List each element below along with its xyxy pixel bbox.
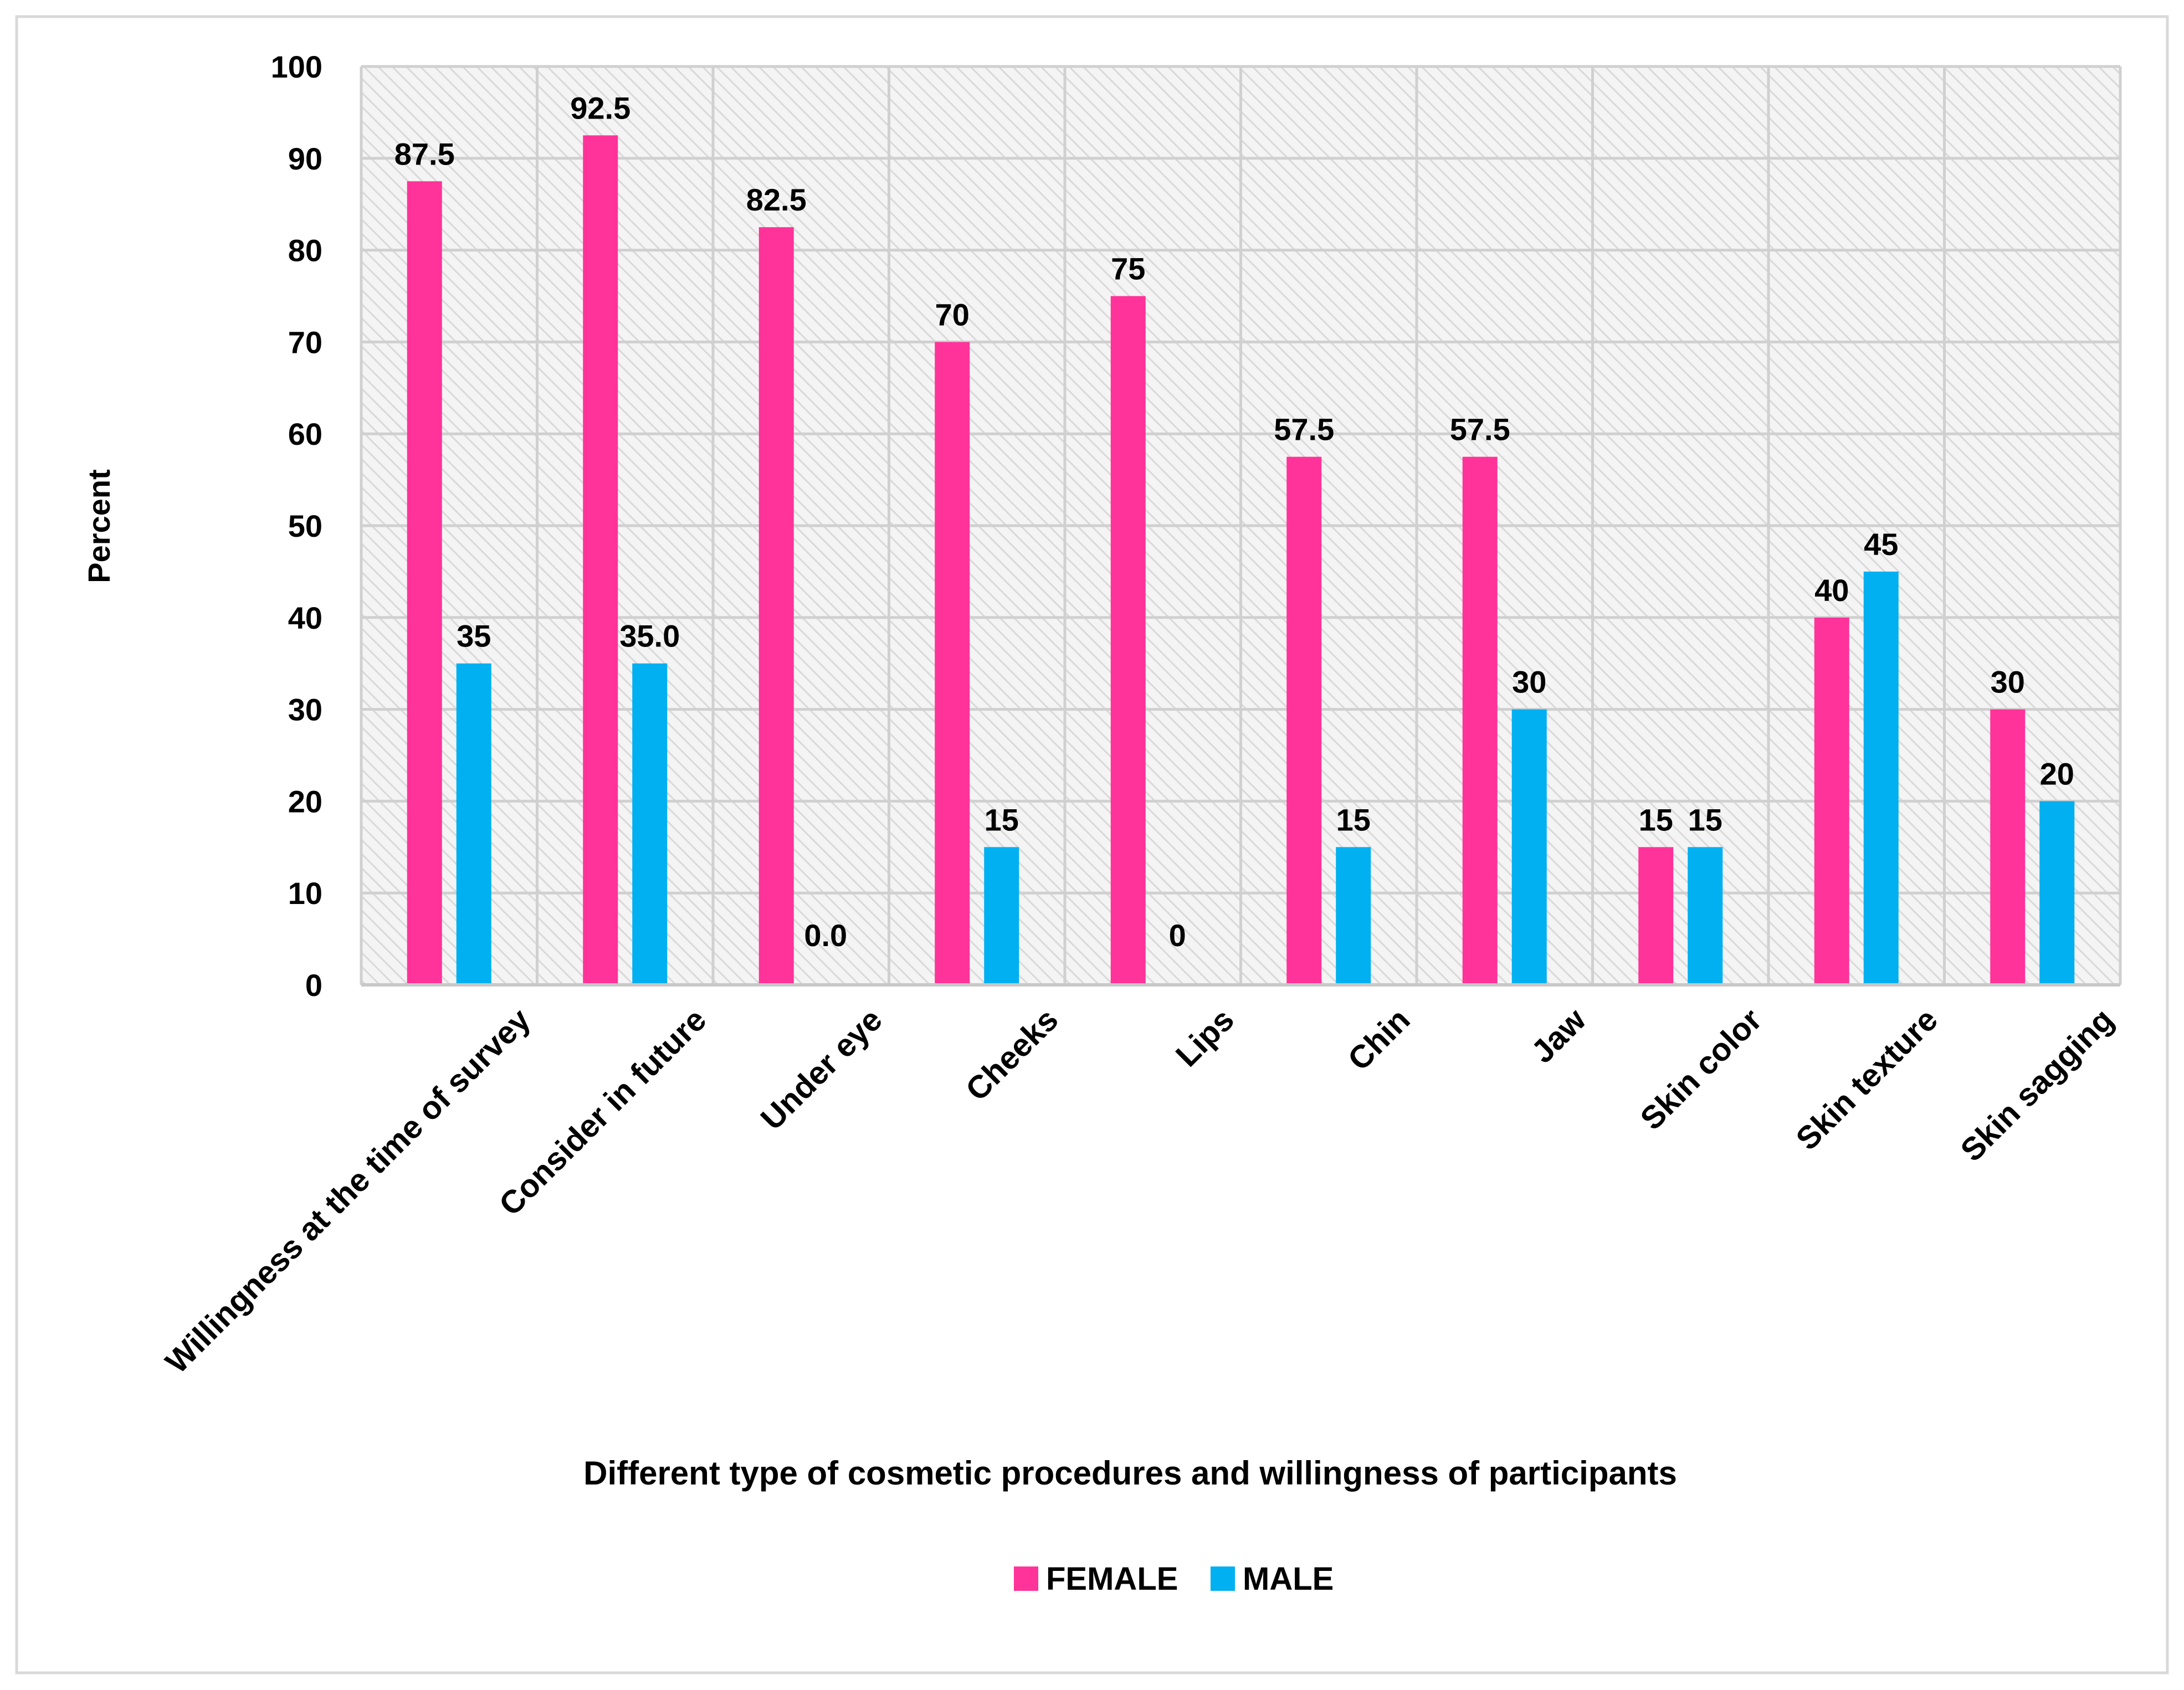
bar-female (758, 227, 794, 985)
y-tick-label: 50 (288, 508, 322, 543)
bar-female (407, 181, 442, 985)
legend-label-female: FEMALE (1046, 1561, 1178, 1597)
bar-female (935, 342, 970, 985)
bar-male (984, 847, 1019, 985)
bar-female (1990, 709, 2026, 985)
y-axis-title: Percent (81, 469, 116, 583)
data-label-male: 35.0 (619, 619, 680, 654)
y-tick-label: 70 (288, 325, 322, 359)
y-tick-label: 10 (288, 876, 322, 911)
data-label-female: 40 (1814, 573, 1849, 608)
bar-male (632, 663, 668, 985)
bar-male (1688, 847, 1723, 985)
bar-female (1814, 617, 1849, 985)
data-label-male: 15 (1688, 802, 1722, 837)
data-label-female: 15 (1639, 802, 1673, 837)
y-tick-label: 30 (288, 692, 322, 727)
data-label-female: 70 (935, 297, 970, 332)
bar-male (456, 663, 491, 985)
data-label-female: 57.5 (1274, 412, 1334, 447)
data-labels: 87.5 92.5 82.5 70 75 57.5 57.5 15 40 30 35 35.0 0.0 1… (394, 90, 2074, 953)
y-tick-label: 80 (288, 233, 322, 268)
bar-male (1511, 709, 1547, 985)
bar-male (1336, 847, 1371, 985)
bars (407, 135, 2075, 985)
y-tick-label: 40 (288, 600, 322, 635)
legend: FEMALE MALE (1014, 1561, 1334, 1597)
bar-male (2039, 801, 2075, 985)
data-label-female: 30 (1991, 665, 2025, 700)
y-tick-label: 90 (288, 141, 322, 176)
y-tick-label: 100 (271, 49, 322, 84)
y-tick-label: 0 (305, 968, 322, 1003)
bar-female (1462, 456, 1498, 985)
data-label-male: 0.0 (804, 918, 847, 953)
data-label-female: 87.5 (394, 136, 455, 171)
data-label-female: 92.5 (570, 90, 630, 125)
data-label-female: 82.5 (746, 182, 807, 217)
bar-female (1638, 847, 1674, 985)
data-label-male: 35 (457, 619, 491, 654)
data-label-male: 20 (2040, 756, 2074, 791)
bar-female (1286, 456, 1322, 985)
y-tick-label: 60 (288, 417, 322, 451)
data-label-female: 75 (1111, 251, 1145, 286)
data-label-male: 0 (1169, 918, 1186, 953)
bar-female (583, 135, 618, 985)
legend-label-male: MALE (1243, 1561, 1334, 1597)
data-label-female: 57.5 (1450, 412, 1510, 447)
data-label-male: 45 (1864, 527, 1898, 562)
bar-female (1110, 296, 1146, 985)
legend-swatch-female (1014, 1566, 1038, 1591)
y-axis: 0 10 20 30 40 50 60 70 80 90 100 (271, 49, 322, 1003)
bar-male (1863, 571, 1899, 985)
data-label-male: 30 (1512, 665, 1546, 700)
x-axis-title: Different type of cosmetic procedures an… (583, 1455, 1677, 1492)
data-label-male: 15 (1336, 802, 1371, 837)
y-tick-label: 20 (288, 784, 322, 819)
legend-swatch-male (1211, 1566, 1235, 1591)
data-label-male: 15 (985, 802, 1019, 837)
